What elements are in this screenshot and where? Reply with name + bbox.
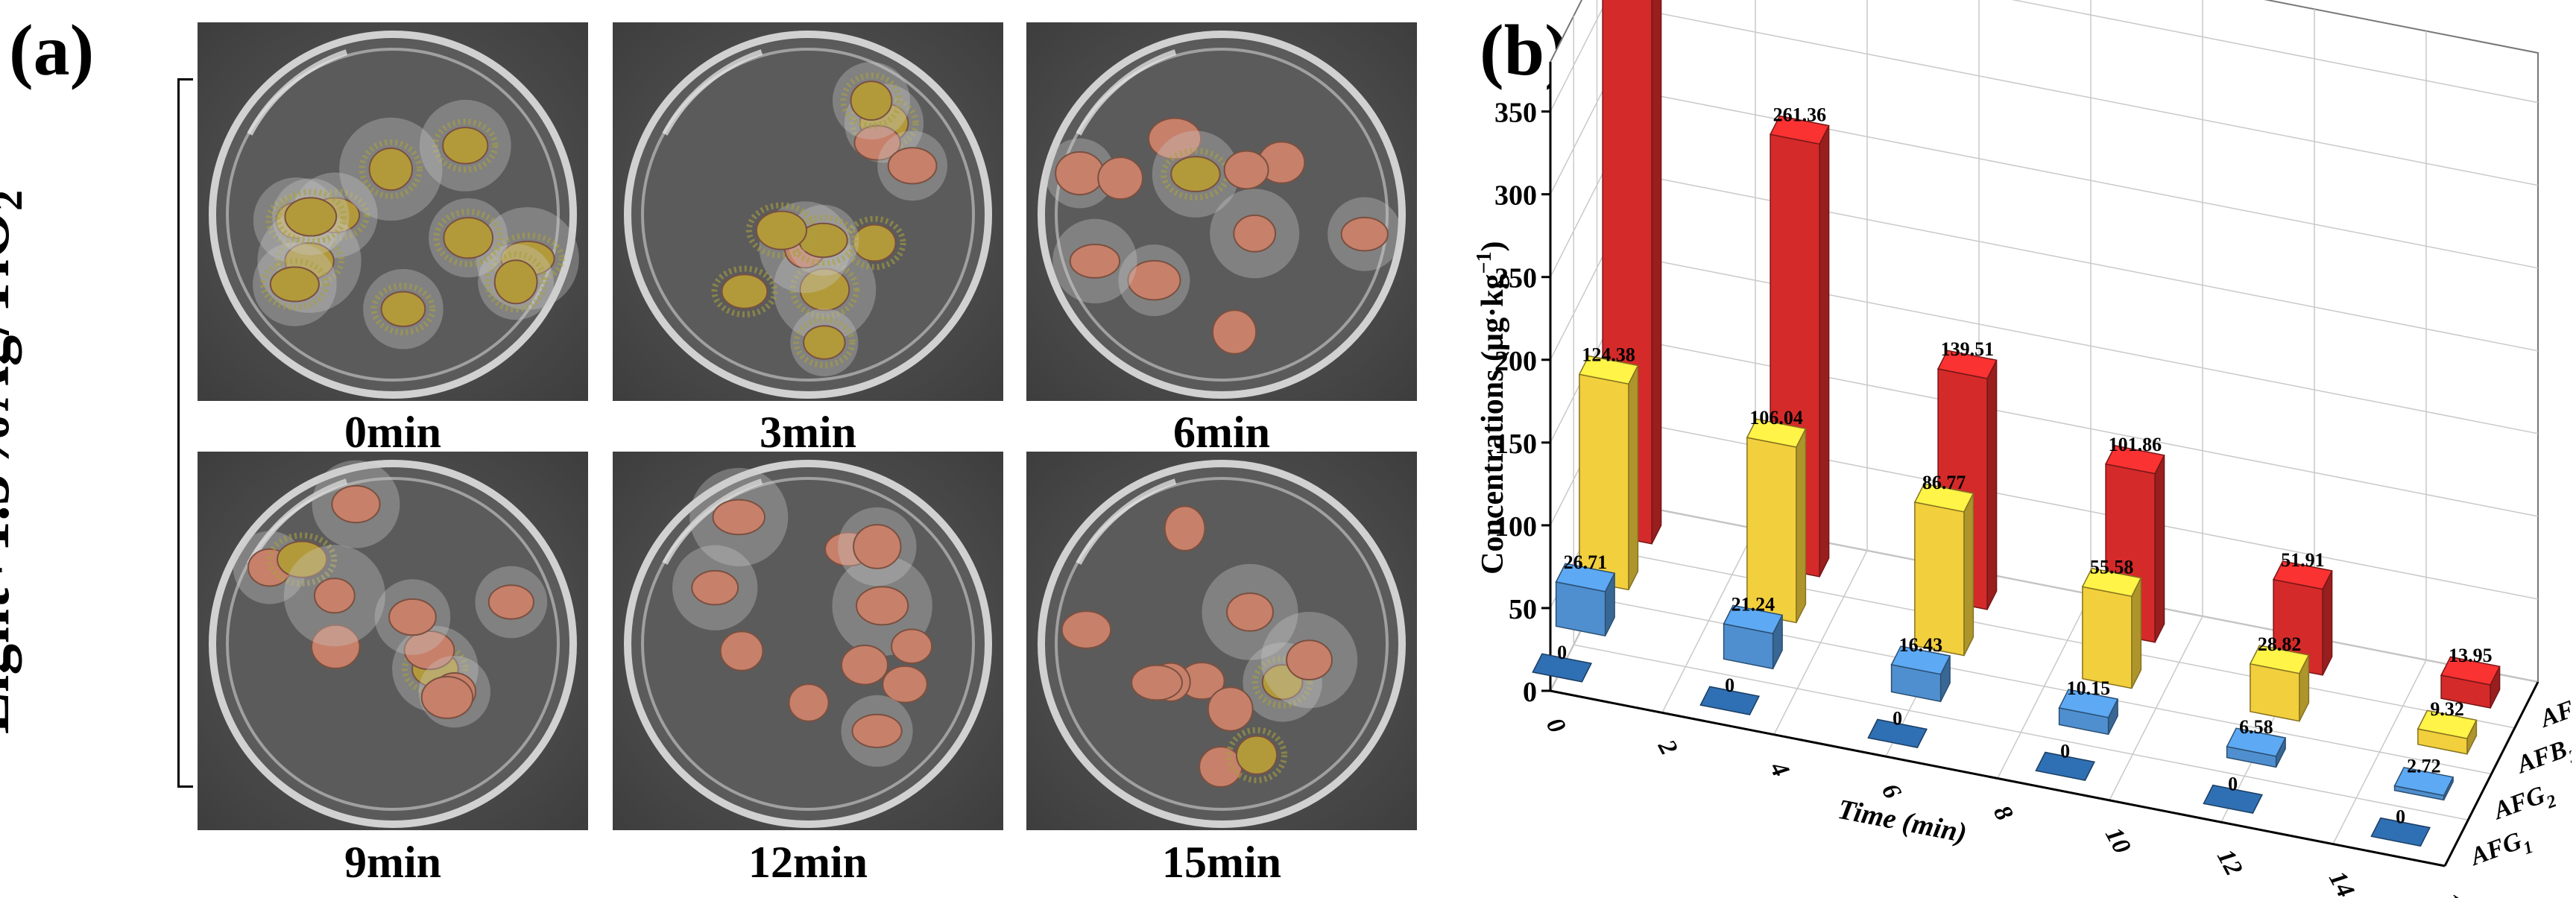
data-label: 0	[1892, 707, 1902, 729]
z-tick-label: 50	[1509, 594, 1537, 625]
bar	[2058, 689, 2119, 736]
data-label: 28.82	[2258, 633, 2302, 655]
petri-dish-photo	[198, 452, 588, 830]
petri-dish-photo	[1026, 452, 1417, 830]
data-label: 6.58	[2239, 716, 2273, 738]
petri-dish-drawing	[1038, 31, 1406, 399]
grid-line	[1550, 0, 2539, 112]
bar	[2249, 645, 2310, 722]
data-label: 10.15	[2067, 677, 2111, 699]
bar	[1913, 483, 1974, 657]
bar	[2226, 727, 2287, 768]
petri-dish-photo	[613, 452, 1003, 830]
data-label: 86.77	[1922, 472, 1966, 493]
photo-caption: 15min	[1161, 838, 1282, 887]
data-label: 0	[1725, 674, 1734, 696]
treatment-label: Light+1.5%Ag/TiO2	[0, 190, 31, 735]
data-label: 26.71	[1564, 551, 1608, 573]
bar	[1723, 604, 1784, 670]
data-label: 0	[2228, 773, 2238, 794]
bar	[2440, 656, 2501, 709]
bar	[1746, 418, 1807, 624]
data-label: 2.72	[2407, 756, 2441, 777]
bar	[2081, 567, 2142, 689]
series-label: AFG1	[2466, 824, 2536, 877]
petri-dish-photo	[1026, 22, 1417, 401]
petri-dish-drawing	[209, 460, 577, 828]
z-tick-label: 250	[1494, 263, 1537, 294]
photo-caption: 12min	[748, 838, 868, 887]
group-bracket	[177, 78, 193, 788]
series-axis-line	[2443, 681, 2539, 867]
x-tick-label: 0	[1541, 713, 1571, 737]
bar	[2416, 709, 2478, 755]
y-axis-label: Concentrations (µg·kg−1)	[1473, 241, 1510, 575]
photo-caption: 0min	[344, 408, 442, 457]
x-tick-label: 4	[1764, 756, 1794, 781]
data-label: 101.86	[2109, 434, 2162, 455]
x-tick-label: 12	[2212, 845, 2248, 880]
data-label: 124.38	[1582, 344, 1635, 365]
photo-caption: 9min	[344, 838, 442, 887]
bar	[2035, 751, 2096, 781]
z-tick-label: 0	[1523, 677, 1537, 708]
data-label: 9.32	[2430, 698, 2464, 720]
data-label: 0	[1557, 642, 1567, 663]
z-tick-label: 300	[1494, 180, 1537, 212]
bar	[1867, 718, 1928, 748]
x-axis-line	[1550, 689, 2446, 867]
bar	[1699, 686, 1761, 715]
petri-dish-drawing	[209, 31, 579, 399]
petri-dish-drawing	[1038, 460, 1406, 828]
series-label: AFG2	[2489, 778, 2559, 831]
petri-dish-photo	[198, 22, 588, 401]
bar	[2370, 817, 2431, 847]
petri-dish-drawing	[624, 31, 992, 399]
x-axis-label: Time (min)	[1835, 794, 1969, 850]
bar	[1578, 355, 1639, 591]
data-label: 51.91	[2281, 549, 2325, 571]
x-tick-label: 6	[1876, 780, 1907, 803]
data-label: 55.58	[2090, 556, 2134, 578]
bar	[2393, 766, 2455, 801]
photo-caption: 6min	[1172, 408, 1271, 457]
series-label: AFB2	[2512, 733, 2572, 785]
data-label: 21.24	[1731, 593, 1775, 615]
data-label: 0	[2060, 740, 2070, 762]
bar	[1890, 645, 1951, 703]
z-tick-label: 150	[1494, 429, 1537, 460]
data-label: 261.36	[1773, 104, 1827, 125]
panel-a-label: (a)	[9, 10, 95, 91]
data-label: 13.95	[2449, 645, 2493, 666]
floor-grid-line	[1573, 644, 2469, 820]
z-tick-label: 350	[1494, 98, 1537, 129]
data-label: 0	[2396, 806, 2405, 827]
x-tick-label: 2	[1652, 735, 1682, 759]
bar	[1555, 563, 1616, 637]
series-label: AFB1	[2536, 686, 2572, 739]
petri-dish-photo	[613, 22, 1003, 401]
bar	[2203, 784, 2264, 815]
petri-dish-drawing	[624, 460, 992, 828]
bar	[2272, 560, 2333, 676]
x-tick-label: 16	[2435, 888, 2472, 898]
x-tick-label: 10	[2100, 823, 2136, 858]
photo-caption: 3min	[759, 408, 857, 457]
x-tick-label: 14	[2323, 867, 2360, 898]
z-tick-label: 200	[1494, 346, 1537, 377]
bar	[1532, 653, 1593, 683]
data-label: 106.04	[1749, 407, 1803, 429]
data-label: 16.43	[1899, 634, 1943, 656]
data-label: 139.51	[1941, 338, 1995, 360]
x-tick-label: 8	[1988, 801, 2018, 825]
z-tick-label: 100	[1494, 511, 1537, 543]
